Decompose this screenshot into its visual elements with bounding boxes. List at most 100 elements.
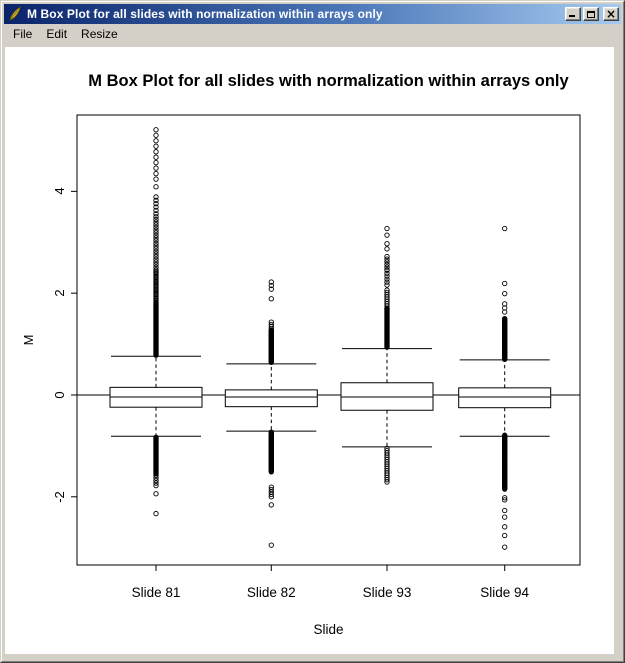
outlier-point [153,132,159,138]
outlier-point [153,261,159,268]
outlier-point [153,222,159,228]
outlier-point [384,289,390,296]
outlier-point [384,270,390,276]
outlier-point [153,238,159,244]
outlier-point [502,507,508,514]
outlier-point [268,282,274,289]
boxplot-slide-94 [458,225,552,571]
x-tick-label: Slide 81 [131,585,181,600]
outlier-point [153,253,159,260]
minimize-button[interactable] [565,7,581,21]
outlier-point [268,486,274,493]
outlier-point [153,201,159,207]
outlier-point [153,160,159,166]
outlier-point [384,246,390,252]
outlier-point [153,176,159,182]
iqr-box [340,382,434,411]
outlier-point [153,127,159,133]
outlier-point [153,477,159,484]
outlier-point [502,225,508,232]
outlier-point [153,224,159,231]
menubar: File Edit Resize [4,24,621,43]
titlebar[interactable]: M Box Plot for all slides with normaliza… [4,4,621,24]
outlier-point [153,214,159,220]
iqr-box [458,387,552,409]
outlier-point [268,429,274,435]
outlier-point [384,259,390,265]
feather-icon[interactable] [7,6,23,22]
outlier-point [502,315,508,322]
outlier-point [153,149,159,155]
outlier-point [153,184,159,190]
outlier-point [153,491,159,497]
y-tick-label: 0 [51,391,67,399]
outlier-point [384,261,390,268]
close-button[interactable]: × [603,7,619,21]
outlier-point [268,484,274,490]
outlier-point [268,296,274,302]
outlier-point [502,524,508,530]
outlier-point [502,291,508,297]
outlier-point [502,495,508,501]
outlier-point [153,232,159,239]
boxplot-slide-93 [340,225,434,571]
outlier-point [153,480,159,486]
minimize-icon [569,15,575,17]
outlier-point [153,251,159,257]
maximize-button[interactable] [583,7,599,21]
plot-frame [76,114,581,566]
outlier-point [268,279,274,285]
outlier-point [153,138,159,144]
outlier-point [153,230,159,236]
y-tick-label: 2 [51,289,67,297]
outlier-point [268,319,274,325]
x-axis-label: Slide [313,622,344,637]
outlier-point [502,532,508,539]
outlier-point [268,321,274,328]
outlier-point [384,267,390,273]
outlier-point [268,542,274,548]
outlier-point [153,194,159,200]
outlier-point [153,510,159,517]
outlier-point [153,211,159,217]
outlier-point [153,240,159,246]
outlier-point [153,264,159,270]
outlier-point [268,502,274,508]
outlier-point [384,279,390,285]
close-icon: × [605,7,617,21]
outlier-point [153,204,159,210]
boxplot-slide-81 [109,127,203,571]
x-tick-label: Slide 82 [246,585,296,600]
outlier-point [153,219,159,225]
x-tick-label: Slide 93 [362,585,412,600]
outlier-point [384,448,390,454]
outlier-point [153,207,159,214]
outlier-point [502,514,508,520]
outlier-point [153,154,159,160]
outlier-point [384,276,390,282]
chart-title: M Box Plot for all slides with normaliza… [88,72,569,90]
outlier-point [153,267,159,273]
outlier-point [502,432,508,438]
outlier-point [268,286,274,292]
outlier-point [153,197,159,203]
maximize-icon [587,10,595,18]
outlier-point [384,287,390,293]
outlier-point [153,165,159,171]
menu-edit[interactable]: Edit [46,26,68,41]
outlier-point [153,475,159,481]
outlier-point [153,227,159,233]
outlier-point [502,301,508,307]
menu-resize[interactable]: Resize [81,26,118,41]
outlier-point [153,216,159,223]
outlier-point [153,482,159,489]
outlier-point [153,259,159,265]
outlier-point [153,235,159,241]
outlier-point [153,243,159,249]
y-tick-label: 4 [51,187,67,195]
menu-file[interactable]: File [13,26,33,41]
outlier-point [153,245,159,252]
window-title: M Box Plot for all slides with normaliza… [27,7,383,21]
outlier-point [384,445,390,452]
